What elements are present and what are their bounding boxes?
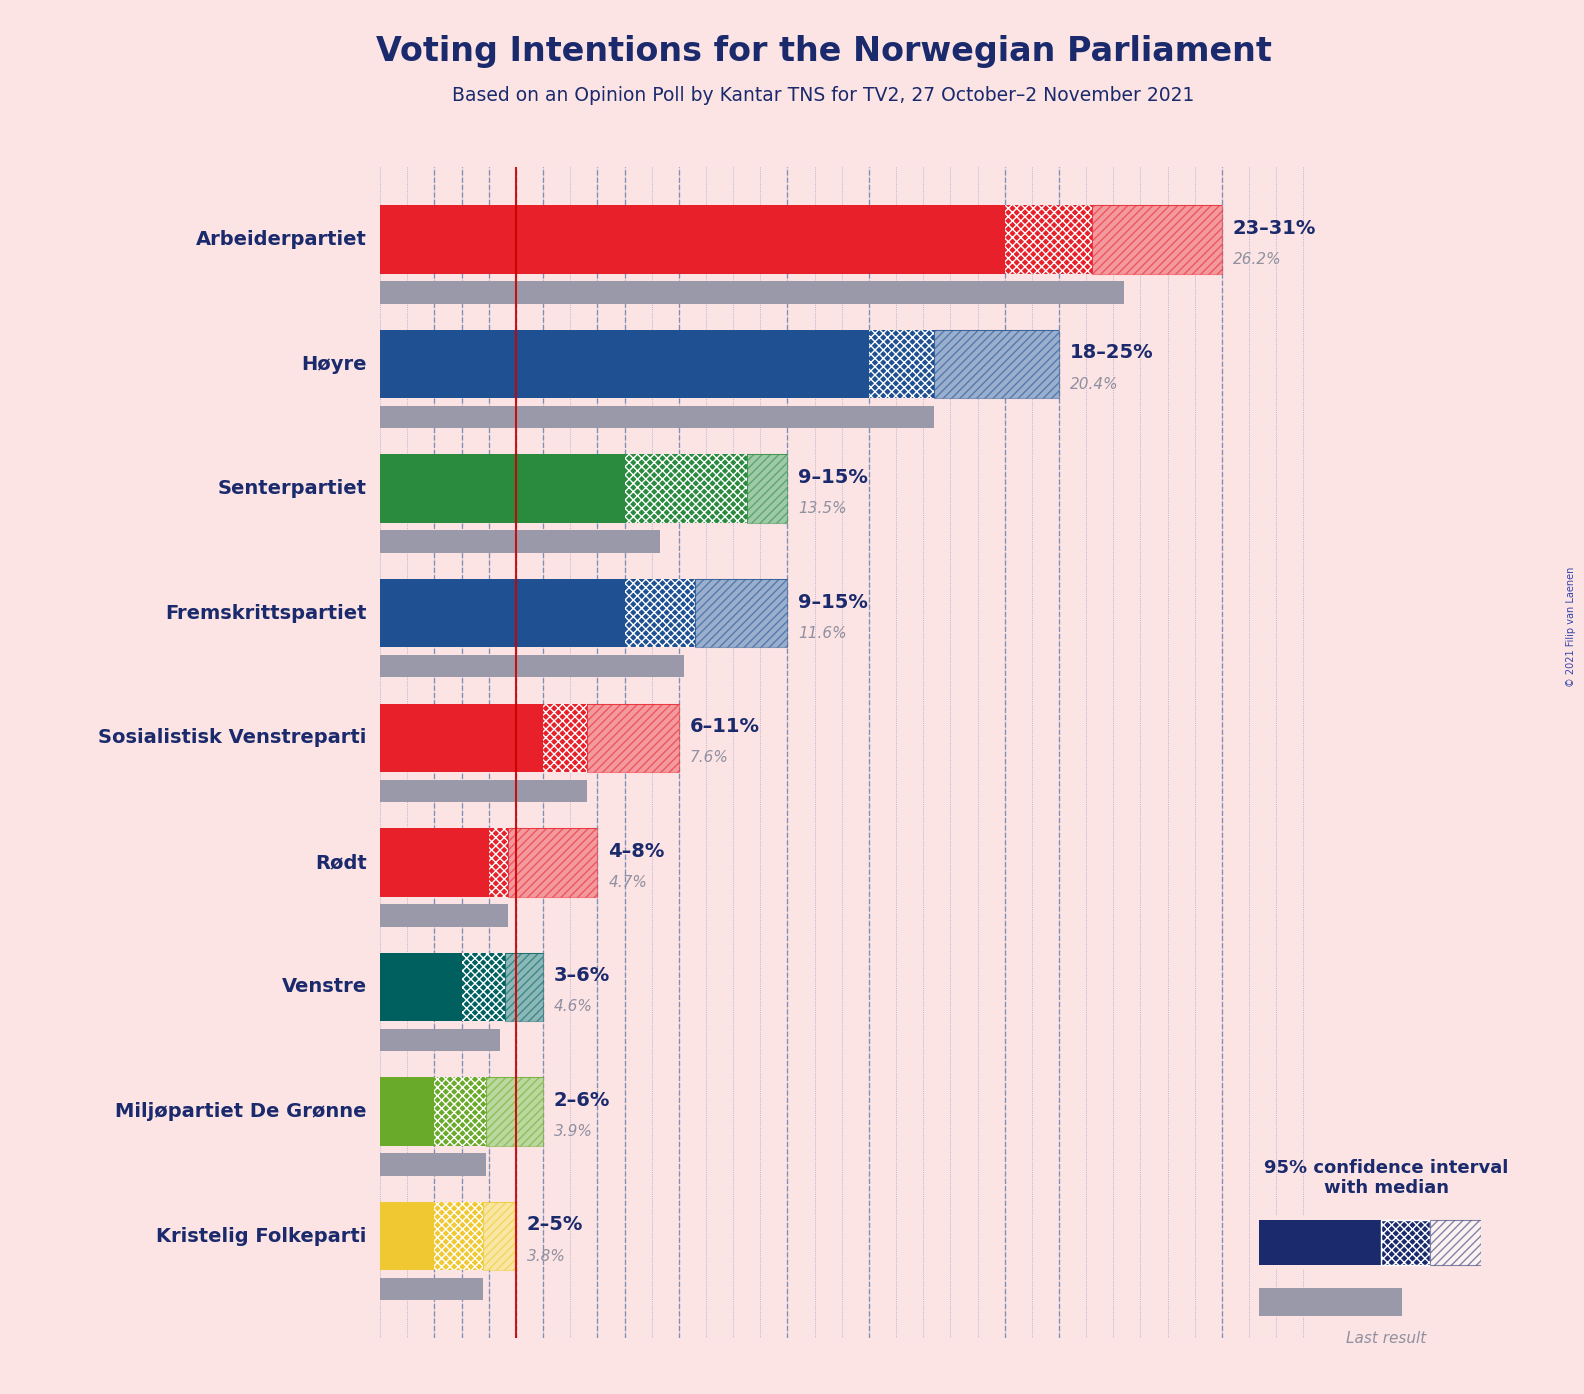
Text: 11.6%: 11.6%: [798, 626, 847, 641]
Bar: [380, 1202, 516, 1270]
Bar: [1381, 1220, 1430, 1264]
Text: © 2021 Filip van Laenen: © 2021 Filip van Laenen: [1567, 567, 1576, 687]
Bar: [380, 330, 1060, 399]
Bar: [489, 828, 508, 896]
Text: Voting Intentions for the Norwegian Parliament: Voting Intentions for the Norwegian Parl…: [375, 35, 1272, 68]
Bar: [380, 1278, 483, 1301]
Bar: [486, 1078, 543, 1146]
Bar: [461, 952, 505, 1022]
Bar: [380, 1078, 543, 1146]
Bar: [434, 1202, 483, 1270]
Bar: [1004, 205, 1091, 273]
Bar: [543, 704, 586, 772]
Text: 2–5%: 2–5%: [527, 1216, 583, 1234]
Text: 20.4%: 20.4%: [1069, 376, 1118, 392]
Text: Arbeiderpartiet: Arbeiderpartiet: [196, 230, 366, 250]
Bar: [1259, 1220, 1381, 1264]
Text: Sosialistisk Venstreparti: Sosialistisk Venstreparti: [98, 728, 366, 747]
Bar: [380, 205, 1221, 273]
Text: 26.2%: 26.2%: [1232, 252, 1281, 268]
Text: Last result: Last result: [1346, 1331, 1426, 1345]
Bar: [505, 952, 543, 1022]
Text: 4.6%: 4.6%: [554, 999, 592, 1015]
Bar: [380, 1029, 499, 1051]
Bar: [935, 330, 1060, 399]
Bar: [870, 330, 935, 399]
Bar: [380, 655, 684, 677]
Text: Senterpartiet: Senterpartiet: [217, 480, 366, 498]
Bar: [434, 1078, 486, 1146]
Text: Fremskrittspartiet: Fremskrittspartiet: [165, 604, 366, 623]
Bar: [380, 530, 661, 553]
Bar: [380, 952, 543, 1022]
Text: 7.6%: 7.6%: [689, 750, 729, 765]
Bar: [1259, 1288, 1402, 1316]
Text: 18–25%: 18–25%: [1069, 343, 1153, 362]
Text: Based on an Opinion Poll by Kantar TNS for TV2, 27 October–2 November 2021: Based on an Opinion Poll by Kantar TNS f…: [453, 86, 1194, 106]
Bar: [380, 828, 597, 896]
Text: 3–6%: 3–6%: [554, 966, 610, 986]
Bar: [624, 454, 746, 523]
Bar: [380, 779, 586, 802]
Bar: [624, 579, 695, 647]
Text: 2–6%: 2–6%: [554, 1092, 610, 1110]
Bar: [380, 704, 680, 772]
Text: 6–11%: 6–11%: [689, 717, 760, 736]
Bar: [380, 579, 787, 647]
Bar: [483, 1202, 516, 1270]
Text: 3.9%: 3.9%: [554, 1124, 592, 1139]
Bar: [695, 579, 787, 647]
Text: Høyre: Høyre: [301, 354, 366, 374]
Text: Rødt: Rødt: [315, 853, 366, 871]
Text: 95% confidence interval
with median: 95% confidence interval with median: [1264, 1158, 1508, 1197]
Text: 3.8%: 3.8%: [527, 1249, 565, 1263]
Text: 4.7%: 4.7%: [608, 875, 648, 889]
Bar: [508, 828, 597, 896]
Bar: [1430, 1220, 1481, 1264]
Bar: [380, 1153, 486, 1175]
Bar: [380, 282, 1125, 304]
Bar: [380, 454, 787, 523]
Text: 4–8%: 4–8%: [608, 842, 665, 860]
Text: 9–15%: 9–15%: [798, 468, 868, 487]
Bar: [746, 454, 787, 523]
Bar: [380, 905, 508, 927]
Text: 13.5%: 13.5%: [798, 500, 847, 516]
Text: Venstre: Venstre: [282, 977, 366, 997]
Text: Kristelig Folkeparti: Kristelig Folkeparti: [157, 1227, 366, 1246]
Bar: [586, 704, 680, 772]
Text: Miljøpartiet De Grønne: Miljøpartiet De Grønne: [116, 1103, 366, 1121]
Text: 9–15%: 9–15%: [798, 592, 868, 612]
Text: 23–31%: 23–31%: [1232, 219, 1316, 238]
Bar: [380, 406, 935, 428]
Bar: [1091, 205, 1221, 273]
